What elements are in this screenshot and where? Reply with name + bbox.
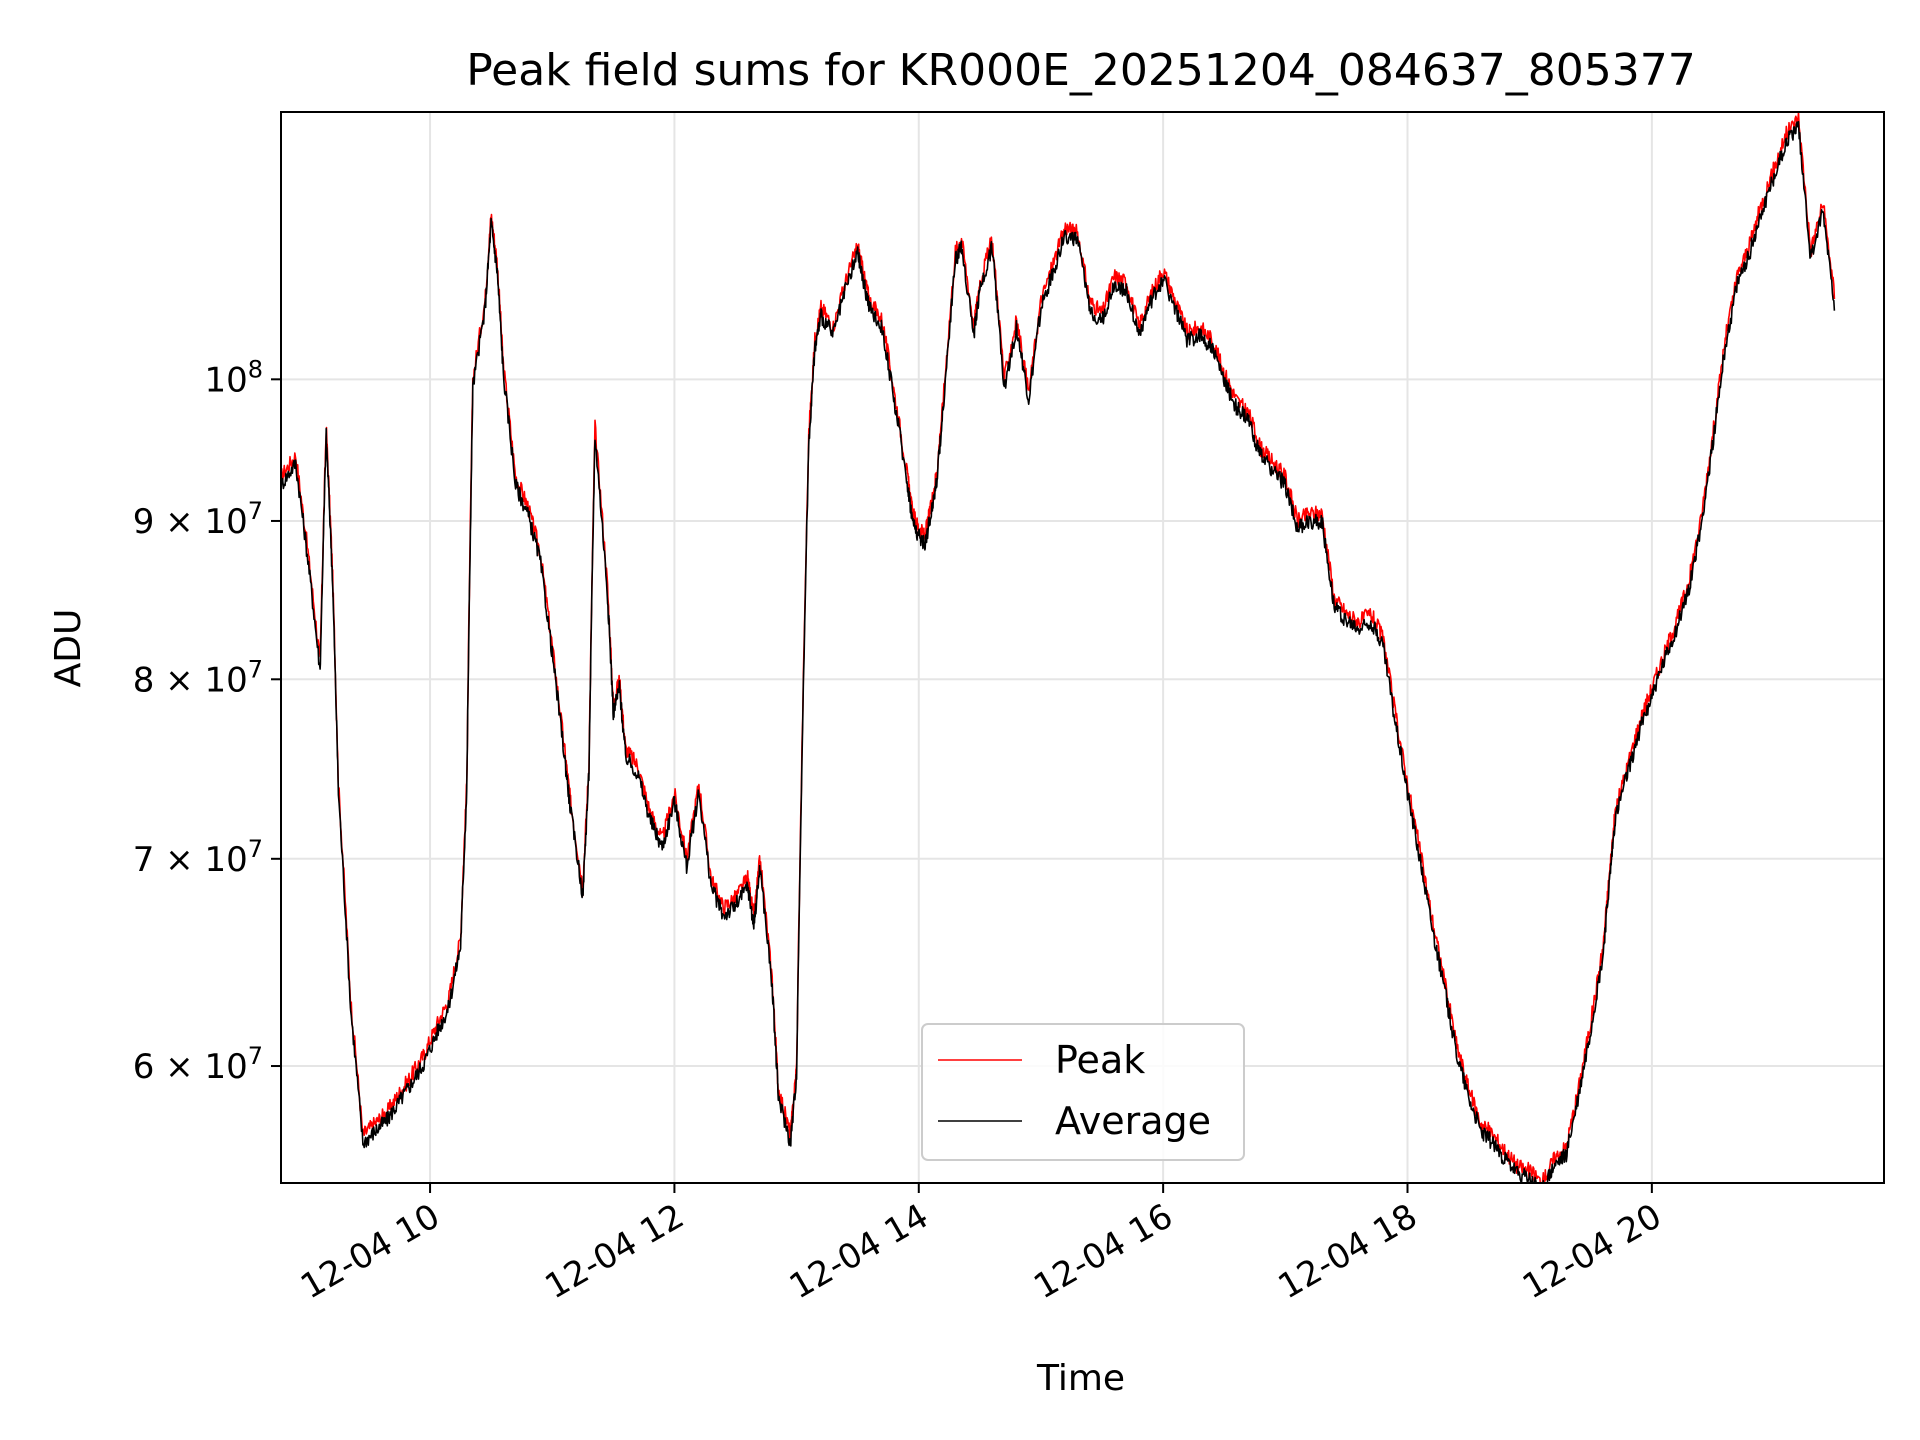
- grid: [281, 112, 1884, 1183]
- legend-box: [921, 1023, 1245, 1161]
- plot-area: [281, 112, 1836, 1183]
- chart-title: Peak field sums for KR000E_20251204_0846…: [466, 45, 1696, 96]
- series-line-average: [281, 121, 1836, 1183]
- legend-label-peak: Peak: [1055, 1038, 1145, 1082]
- y-tick-label-3: 9 × 107: [133, 497, 263, 542]
- legend: Peak Average: [921, 1023, 1245, 1161]
- legend-label-average: Average: [1055, 1099, 1211, 1143]
- y-tick-label-1: 7 × 107: [133, 835, 263, 880]
- y-tick-label-4: 108: [204, 355, 263, 400]
- y-tick-label-0: 6 × 107: [133, 1042, 263, 1087]
- axes-frame: [280, 111, 1885, 1184]
- x-axis-label: Time: [1036, 1358, 1125, 1399]
- y-tick-label-2: 8 × 107: [133, 655, 263, 700]
- y-axis-ticks: 6 × 107 7 × 107 8 × 107 9 × 107 108: [133, 355, 281, 1087]
- y-axis-label: ADU: [48, 609, 89, 688]
